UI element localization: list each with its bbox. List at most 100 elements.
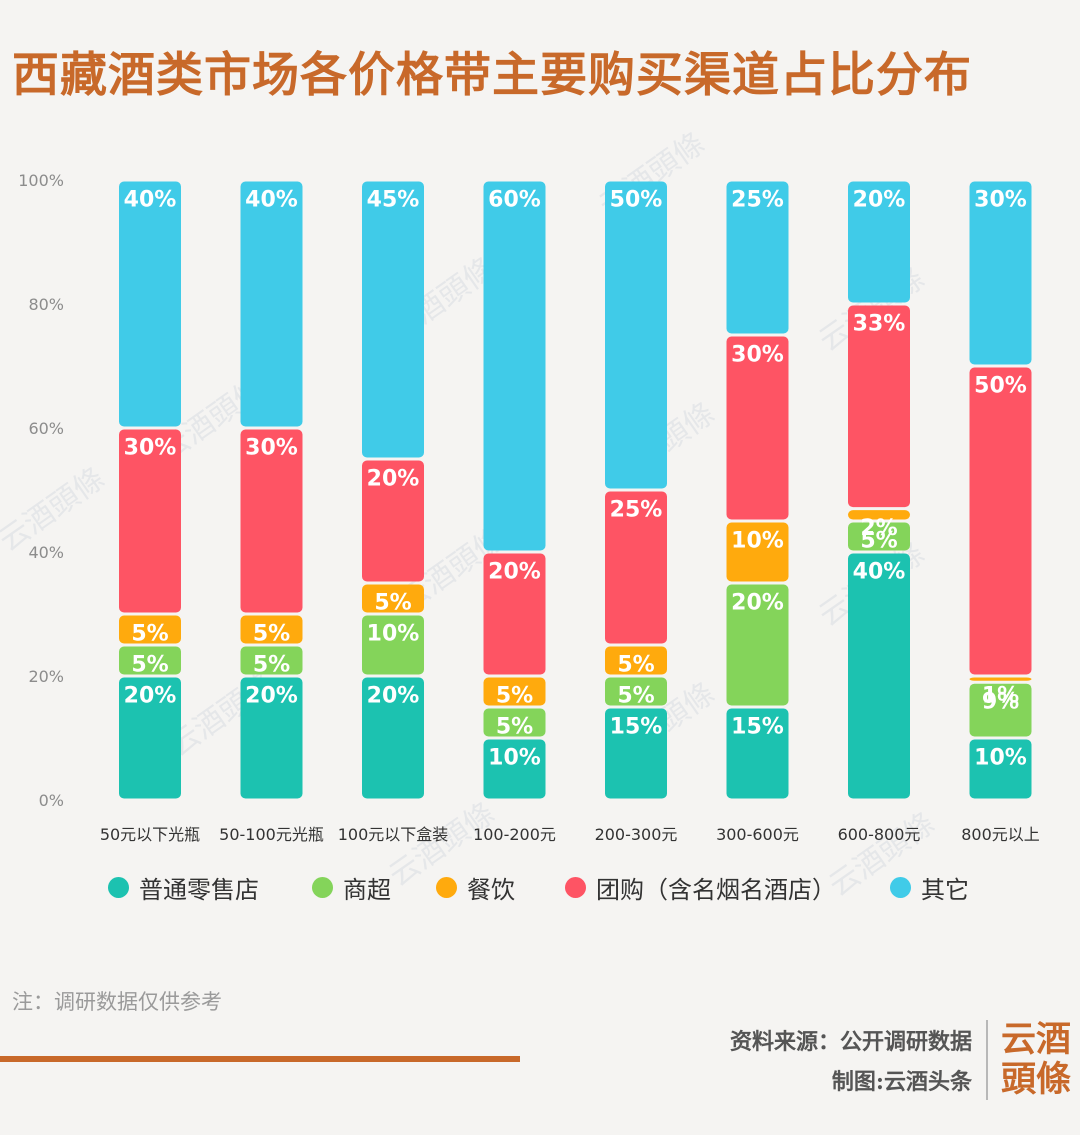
data-label: 10% [488,746,541,771]
logo-line-2: 頭條 [1000,1059,1071,1100]
bar-segment [605,181,667,489]
bar-segment [726,336,789,520]
data-label: 5% [617,684,654,709]
data-label: 20% [488,560,541,585]
data-label: 5% [131,622,168,647]
data-label: 5% [131,653,168,678]
credits: 资料来源：公开调研数据 制图:云酒头条 [730,1022,972,1102]
bar-segment [119,615,181,644]
legend-swatch-dining [436,877,457,898]
brand-logo: 云酒 頭條 [996,1020,1076,1100]
data-label: 60% [488,188,541,213]
data-label: 5% [496,715,533,740]
producer-text: 制图:云酒头条 [831,1069,972,1095]
data-label: 1% [982,684,1019,709]
bar-segment [240,181,303,427]
chart-title: 西藏酒类市场各价格带主要购买渠道占比分布 [12,48,972,103]
data-label: 5% [860,529,897,554]
data-label: 5% [617,653,654,678]
bar-segment [240,646,303,675]
legend-swatch-supermarket [312,877,333,898]
legend: 普通零售店 商超 餐饮 团购（含名烟名酒店） 其它 [0,870,1080,910]
data-label: 2% [860,516,897,541]
x-tick-label: 100-200元 [473,825,556,844]
data-label: 33% [853,312,906,337]
bar-segment [119,429,181,613]
bar-segment [483,181,546,551]
bar-segment [605,646,667,675]
bar-segment [848,181,910,303]
y-tick-label: 100% [18,171,64,190]
legend-item: 普通零售店 [108,870,259,905]
bar-segment [240,615,303,644]
data-label: 20% [367,684,420,709]
bar-segment [848,305,910,508]
legend-label: 商超 [343,876,391,904]
bar-segment [240,429,303,613]
legend-item: 商超 [312,870,391,905]
data-label: 20% [731,591,784,616]
data-label: 45% [367,188,420,213]
y-tick-label: 60% [28,419,64,438]
bar-segment [362,460,424,582]
y-tick-label: 20% [28,667,64,686]
bar-segment [726,708,789,799]
bar-segment [605,677,667,706]
bar-segment [969,181,1032,365]
y-tick-label: 40% [28,543,64,562]
stacked-bar-chart: 0% 20% 40% 60% 80% 100% 20% 5% 5% 30% 40% 50元以下光瓶 20… [18,171,1040,844]
data-label: 30% [124,436,177,461]
bar-segment [362,677,424,799]
legend-label: 餐饮 [467,876,515,904]
bar-segment [362,615,424,675]
bar-segment [119,181,181,427]
bar-segment [848,510,910,520]
legend-label: 其它 [921,876,969,904]
data-label: 5% [253,622,290,647]
data-label: 20% [367,467,420,492]
data-label: 25% [610,498,663,523]
bar-segment [119,646,181,675]
bar-segment [240,677,303,799]
legend-item: 餐饮 [436,870,515,905]
bar-segment [969,367,1032,675]
data-label: 30% [245,436,298,461]
bar-segment [362,584,424,613]
footnote: 注：调研数据仅供参考 [12,990,222,1014]
data-label: 5% [496,684,533,709]
data-label: 40% [124,188,177,213]
bar-segment [483,677,546,706]
bar-segment [848,553,910,799]
data-label: 10% [974,746,1027,771]
data-label: 25% [731,188,784,213]
bar-segment [969,683,1032,737]
data-label: 10% [367,622,420,647]
bar-segment [726,522,789,582]
legend-label: 团购（含名烟名酒店） [596,876,836,904]
x-tick-label: 100元以下盒装 [338,825,449,844]
data-label: 50% [610,188,663,213]
data-label: 50% [974,374,1027,399]
bar-segment [848,522,910,551]
data-label: 5% [253,653,290,678]
y-tick-label: 80% [28,295,64,314]
data-label: 40% [245,188,298,213]
bar-segment [483,553,546,675]
bar-segment [969,739,1032,799]
legend-item: 其它 [890,870,969,905]
data-label: 40% [853,560,906,585]
x-tick-label: 50-100元光瓶 [219,825,324,844]
legend-swatch-group [565,877,586,898]
y-tick-label: 0% [39,791,64,810]
data-label: 20% [853,188,906,213]
accent-line [0,1056,520,1062]
bar-segment [483,739,546,799]
x-tick-label: 200-300元 [595,825,678,844]
legend-label: 普通零售店 [139,876,259,904]
data-label: 9% [982,690,1019,715]
bar-segment [362,181,424,458]
legend-swatch-other [890,877,911,898]
data-label: 5% [374,591,411,616]
bar-segment [483,708,546,737]
bar-segment [726,181,789,334]
